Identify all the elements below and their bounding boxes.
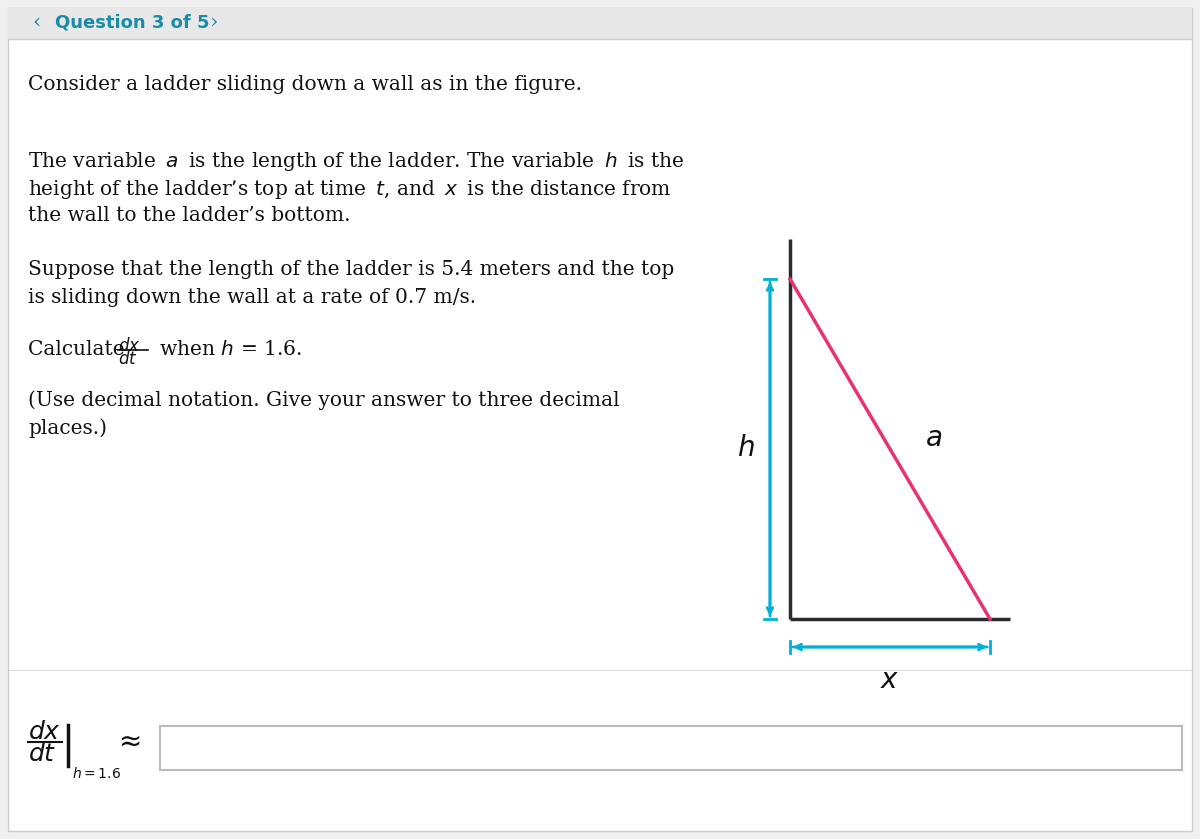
Text: $h$: $h$ xyxy=(737,435,755,462)
Text: Consider a ladder sliding down a wall as in the figure.: Consider a ladder sliding down a wall as… xyxy=(28,75,582,94)
Text: height of the ladder’s top at time  $t$, and  $x$  is the distance from: height of the ladder’s top at time $t$, … xyxy=(28,178,672,201)
Text: $a$: $a$ xyxy=(925,425,942,452)
Text: Suppose that the length of the ladder is 5.4 meters and the top: Suppose that the length of the ladder is… xyxy=(28,260,674,279)
Text: is sliding down the wall at a rate of 0.7 m/s.: is sliding down the wall at a rate of 0.… xyxy=(28,288,476,307)
Text: $dt$: $dt$ xyxy=(28,742,56,766)
Text: $dt$: $dt$ xyxy=(118,350,138,368)
Bar xyxy=(8,8,1192,39)
Bar xyxy=(160,726,1182,770)
Text: (Use decimal notation. Give your answer to three decimal: (Use decimal notation. Give your answer … xyxy=(28,390,619,409)
Text: when $h$ = 1.6.: when $h$ = 1.6. xyxy=(154,340,301,359)
Text: places.): places.) xyxy=(28,418,107,438)
Text: ≈: ≈ xyxy=(119,728,142,756)
Text: ‹: ‹ xyxy=(32,13,41,33)
Text: Calculate: Calculate xyxy=(28,340,131,359)
Text: $dx$: $dx$ xyxy=(28,720,61,744)
Text: $h=1.6$: $h=1.6$ xyxy=(72,766,121,781)
Text: $dx$: $dx$ xyxy=(118,337,140,355)
Text: the wall to the ladder’s bottom.: the wall to the ladder’s bottom. xyxy=(28,206,350,225)
Text: $x$: $x$ xyxy=(881,667,900,694)
Text: Question 3 of 5: Question 3 of 5 xyxy=(55,14,210,32)
Text: The variable  $a$  is the length of the ladder. The variable  $h$  is the: The variable $a$ is the length of the la… xyxy=(28,150,684,173)
Text: ›: › xyxy=(210,13,218,33)
